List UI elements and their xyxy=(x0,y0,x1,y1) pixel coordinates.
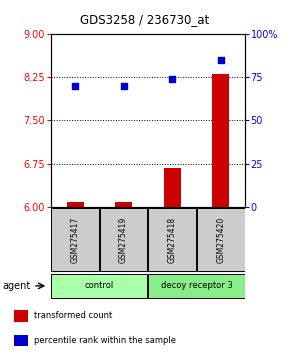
Text: GSM275417: GSM275417 xyxy=(70,217,79,263)
FancyBboxPatch shape xyxy=(51,274,147,298)
FancyBboxPatch shape xyxy=(148,274,244,298)
FancyBboxPatch shape xyxy=(197,209,244,271)
Text: agent: agent xyxy=(3,281,31,291)
Bar xyxy=(14,335,28,347)
Point xyxy=(73,83,77,88)
Bar xyxy=(212,74,229,207)
FancyBboxPatch shape xyxy=(148,209,196,271)
Bar xyxy=(164,168,181,207)
Text: GDS3258 / 236730_at: GDS3258 / 236730_at xyxy=(80,13,210,26)
Point xyxy=(170,76,175,81)
Text: transformed count: transformed count xyxy=(34,312,112,320)
Text: GSM275420: GSM275420 xyxy=(216,217,225,263)
FancyBboxPatch shape xyxy=(100,209,147,271)
Bar xyxy=(66,202,84,207)
Text: GSM275419: GSM275419 xyxy=(119,217,128,263)
Bar xyxy=(115,202,132,207)
Point xyxy=(218,57,223,62)
Text: GSM275418: GSM275418 xyxy=(168,217,177,263)
Text: control: control xyxy=(85,281,114,290)
FancyBboxPatch shape xyxy=(51,209,99,271)
Text: percentile rank within the sample: percentile rank within the sample xyxy=(34,336,176,345)
Bar xyxy=(14,310,28,322)
Point xyxy=(121,83,126,88)
Text: decoy receptor 3: decoy receptor 3 xyxy=(161,281,232,290)
